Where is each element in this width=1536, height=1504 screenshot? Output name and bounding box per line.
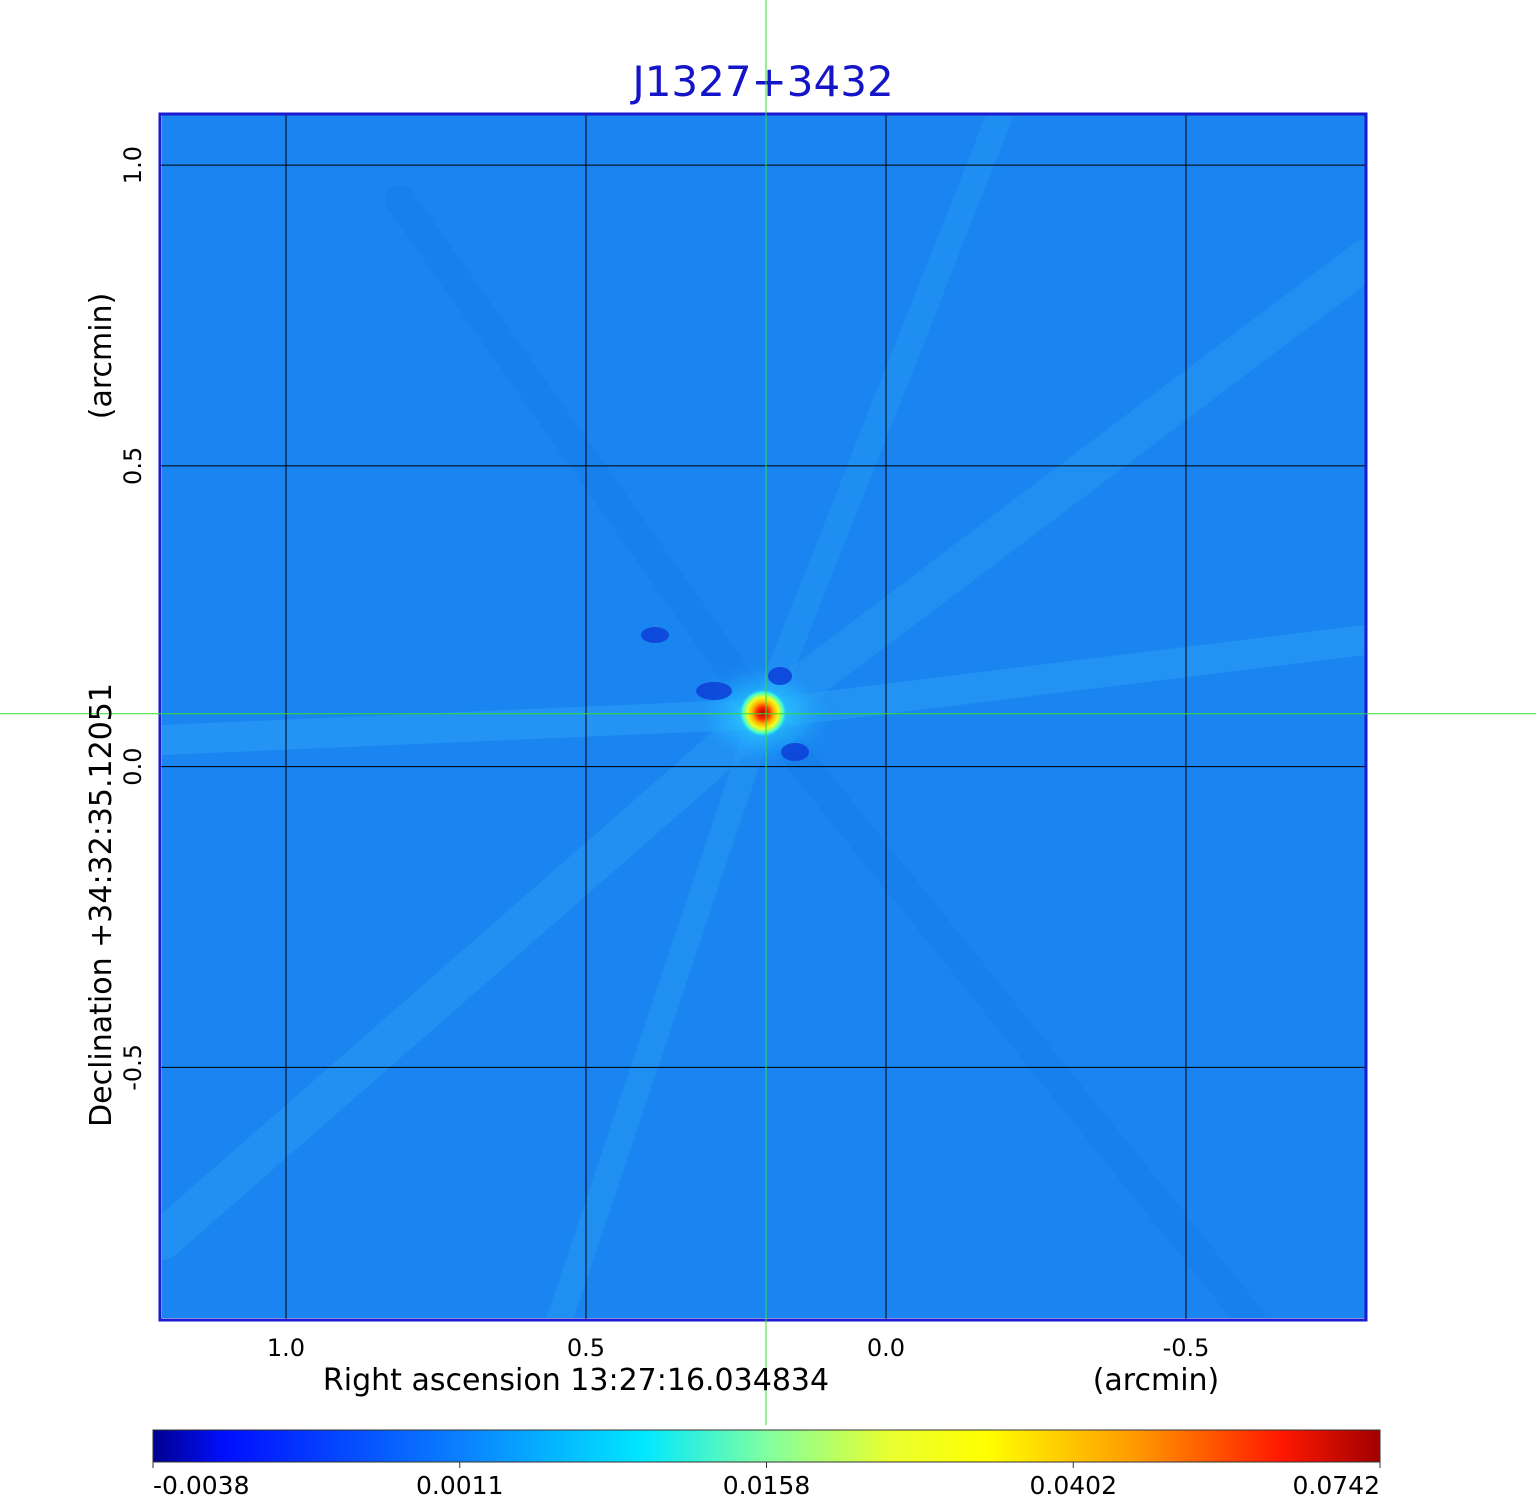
y-tick-label: 1.0 — [119, 146, 147, 184]
x-axis-unit: (arcmin) — [1093, 1363, 1220, 1398]
negative-lobes — [641, 627, 809, 761]
colorbar-tick-label: 0.0742 — [1293, 1471, 1380, 1500]
y-tick-label: -0.5 — [119, 1044, 147, 1091]
crosshair — [0, 0, 1536, 1425]
y-tick-label: 0.0 — [119, 748, 147, 786]
y-tick-label: 0.5 — [119, 447, 147, 485]
y-tick-labels: 1.0 0.5 0.0 -0.5 — [119, 146, 147, 1091]
colorbar — [152, 1429, 1381, 1463]
x-tick-label: 0.0 — [867, 1334, 905, 1362]
grid — [160, 114, 1366, 1320]
y-axis-label: Declination +34:32:35.12051 — [84, 683, 119, 1127]
x-axis-label: Right ascension 13:27:16.034834 — [323, 1363, 829, 1398]
colorbar-tick-label: 0.0402 — [1030, 1471, 1117, 1500]
sidelobe-streaks — [162, 115, 1365, 1318]
colorbar-tick-label: 0.0158 — [723, 1471, 810, 1500]
source-peak — [739, 689, 787, 737]
x-tick-label: -0.5 — [1163, 1334, 1210, 1362]
x-tick-label: 0.5 — [567, 1334, 605, 1362]
x-tick-label: 1.0 — [267, 1334, 305, 1362]
colorbar-tick-label: 0.0011 — [416, 1471, 503, 1500]
colorbar-ticks: -0.0038 0.0011 0.0158 0.0402 0.0742 — [152, 1462, 1381, 1500]
image-layer — [162, 115, 1365, 1318]
chart-title: J1327+3432 — [629, 57, 893, 106]
colorbar-tick-label: -0.0038 — [153, 1471, 250, 1500]
x-tick-labels: 1.0 0.5 0.0 -0.5 — [267, 1334, 1210, 1362]
plot-frame — [158, 112, 1368, 1322]
y-axis-unit: (arcmin) — [84, 293, 119, 420]
